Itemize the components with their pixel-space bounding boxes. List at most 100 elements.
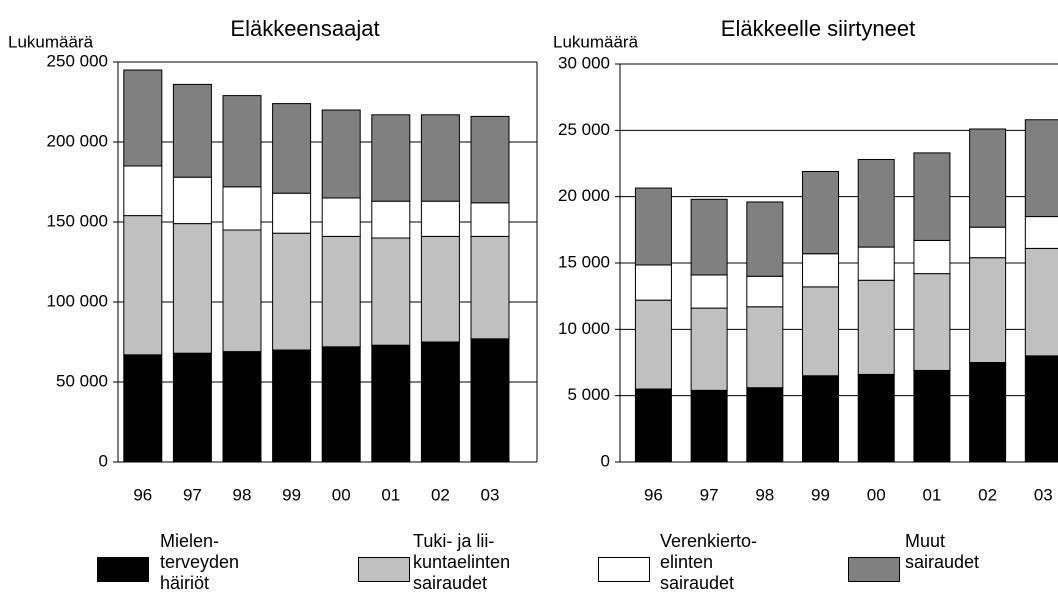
bar-segment xyxy=(690,198,728,276)
bar-segment xyxy=(746,201,784,277)
bar-segment xyxy=(172,176,212,225)
bar-segment xyxy=(123,69,163,167)
bar-segment xyxy=(272,349,312,463)
x-tick-label: 01 xyxy=(922,485,941,504)
bar-segment xyxy=(913,152,951,241)
y-tick-label: 5 000 xyxy=(567,385,610,404)
x-tick-label: 98 xyxy=(233,485,252,504)
bar-segment xyxy=(172,223,212,354)
y-tick-label: 15 000 xyxy=(558,252,610,271)
x-tick-label: 96 xyxy=(133,485,152,504)
legend-label: Mielen- terveyden häiriöt xyxy=(160,531,240,593)
bar-segment xyxy=(321,235,361,348)
bar-segment xyxy=(420,235,460,343)
y-tick-label: 0 xyxy=(601,451,610,470)
legend-swatch xyxy=(97,557,149,582)
bar-segment xyxy=(857,246,895,281)
bar-segment xyxy=(857,373,895,463)
bar-segment xyxy=(222,186,262,231)
bar-segment xyxy=(634,299,672,390)
y-tick-label: 250 000 xyxy=(47,51,108,70)
bar-segment xyxy=(802,375,840,463)
y-tick-label: 50 000 xyxy=(56,371,108,390)
legend-swatch xyxy=(358,557,410,582)
bar-segment xyxy=(470,338,510,463)
y-tick-label: 20 000 xyxy=(558,186,610,205)
bar-segment xyxy=(172,83,212,178)
bar-segment xyxy=(1024,216,1058,249)
x-tick-label: 02 xyxy=(978,485,997,504)
bar-segment xyxy=(1024,355,1058,463)
y-tick-label: 10 000 xyxy=(558,319,610,338)
x-tick-label: 01 xyxy=(381,485,400,504)
bar-segment xyxy=(634,388,672,463)
bar-segment xyxy=(222,95,262,188)
x-tick-label: 99 xyxy=(811,485,830,504)
legend-label: Muut sairaudet xyxy=(905,531,980,572)
y-tick-label: 200 000 xyxy=(47,131,108,150)
bar-segment xyxy=(802,170,840,255)
bar-segment xyxy=(802,253,840,288)
bar-segment xyxy=(172,352,212,463)
bar-segment xyxy=(272,192,312,234)
bar-segment xyxy=(802,286,840,377)
x-tick-label: 99 xyxy=(282,485,301,504)
bar-segment xyxy=(1024,119,1058,218)
bar-segment xyxy=(969,257,1007,363)
bar-segment xyxy=(913,239,951,275)
bar-segment xyxy=(371,114,411,202)
y-tick-label: 100 000 xyxy=(47,291,108,310)
bar-segment xyxy=(222,351,262,463)
legend-swatch xyxy=(848,557,900,582)
legend-label: Verenkierto- elinten sairaudet xyxy=(660,531,758,593)
x-tick-label: 97 xyxy=(700,485,719,504)
chart-title: Eläkkeensaajat xyxy=(230,16,379,41)
bar-segment xyxy=(321,197,361,237)
bar-segment xyxy=(123,215,163,356)
bar-segment xyxy=(969,128,1007,228)
bar-segment xyxy=(746,306,784,389)
bar-segment xyxy=(272,103,312,194)
bar-segment xyxy=(470,235,510,340)
bar-segment xyxy=(690,389,728,463)
y-axis-label: Lukumäärä xyxy=(8,32,94,51)
bar-segment xyxy=(321,346,361,463)
y-tick-label: 150 000 xyxy=(47,211,108,230)
legend-label: Tuki- ja lii- kuntaelinten sairaudet xyxy=(413,531,511,593)
bar-segment xyxy=(470,115,510,204)
bar-segment xyxy=(222,229,262,353)
bar-segment xyxy=(857,279,895,375)
x-tick-label: 98 xyxy=(755,485,774,504)
bar-segment xyxy=(371,200,411,239)
bar-segment xyxy=(969,226,1007,259)
bar-segment xyxy=(634,187,672,266)
bar-segment xyxy=(470,202,510,237)
legend-swatch xyxy=(598,557,650,582)
bar-segment xyxy=(690,274,728,309)
bar-segment xyxy=(123,165,163,217)
bar-segment xyxy=(746,275,784,308)
x-tick-label: 02 xyxy=(431,485,450,504)
x-tick-label: 00 xyxy=(332,485,351,504)
y-tick-label: 0 xyxy=(99,451,108,470)
bar-segment xyxy=(272,232,312,351)
bar-segment xyxy=(634,264,672,301)
bar-segment xyxy=(913,273,951,371)
x-tick-label: 03 xyxy=(1034,485,1053,504)
x-tick-label: 00 xyxy=(867,485,886,504)
bar-segment xyxy=(371,237,411,346)
bar-segment xyxy=(690,307,728,391)
bar-segment xyxy=(969,362,1007,463)
bar-segment xyxy=(123,354,163,463)
x-tick-label: 96 xyxy=(644,485,663,504)
y-axis-label: Lukumäärä xyxy=(553,32,639,51)
y-tick-label: 25 000 xyxy=(558,120,610,139)
bar-segment xyxy=(913,369,951,463)
x-tick-label: 97 xyxy=(183,485,202,504)
bar-segment xyxy=(857,159,895,248)
bar-segment xyxy=(420,114,460,202)
bar-segment xyxy=(420,200,460,237)
bar-segment xyxy=(1024,247,1058,357)
